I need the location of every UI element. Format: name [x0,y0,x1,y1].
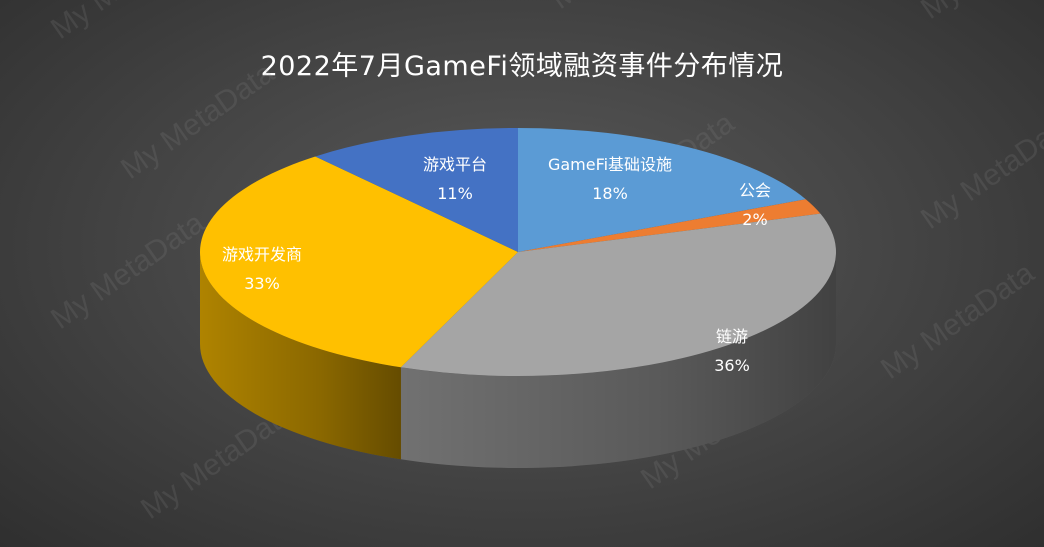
slice-2-top [400,213,836,376]
watermark-text: My MetaData [45,0,210,46]
chart-title: 2022年7月GameFi领域融资事件分布情况 [260,51,784,82]
slice-label: GameFi基础设施 [548,155,672,174]
watermark-text: My MetaData [915,0,1044,26]
watermark-text: My MetaData [115,56,280,186]
watermark-text: My MetaData [545,0,710,16]
slice-label: 游戏开发商 [222,245,302,264]
watermark-text: My MetaData [875,256,1040,386]
slice-label: 公会 [739,181,771,200]
slice-percent-label: 11% [437,184,473,203]
watermark-text: My MetaData [915,106,1044,236]
slice-label: 链游 [716,327,748,346]
slice-1-top [518,199,821,252]
slice-percent-label: 33% [244,274,280,293]
slice-0-top [518,128,806,252]
slice-percent-label: 36% [714,356,750,375]
watermark-text: My MetaData [45,206,210,336]
slice-3-top [200,156,519,368]
slice-2-side-shade [400,252,836,468]
pie-slices [200,128,836,376]
slice-percent-label: 18% [592,184,628,203]
pie-labels: GameFi基础设施 18% 公会 2% 链游 36% 游戏开发商 33% 游戏平台 11% [222,155,771,375]
pie-depth [200,252,836,468]
slice-label: 游戏平台 [423,155,487,174]
slice-4-top [315,128,518,252]
slice-percent-label: 2% [742,210,767,229]
slice-3-side-shade [200,252,401,460]
